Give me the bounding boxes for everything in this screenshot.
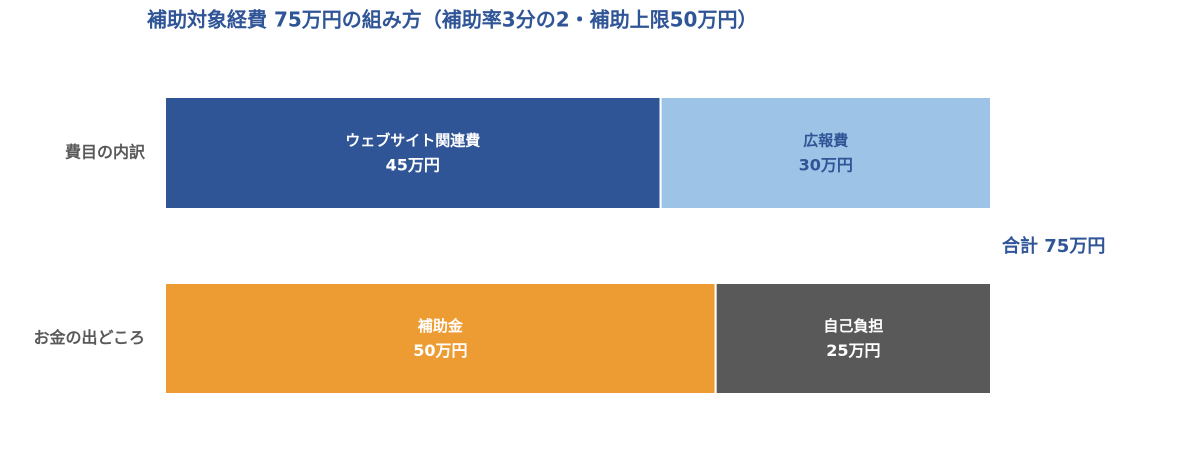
bar-segment [659,96,992,210]
segment-name: 広報費 [803,132,848,150]
segment-name: ウェブサイト関連費 [345,132,480,150]
bar-segment [714,282,993,395]
segment-name: 自己負担 [823,317,883,335]
category-label: お金の出どころ [33,328,145,347]
chart-title: 補助対象経費 75万円の組み方（補助率3分の2・補助上限50万円） [146,8,757,32]
bar-segment [164,96,662,210]
value-label: 30万円 [799,156,853,175]
value-label: 45万円 [386,156,440,175]
value-label: 50万円 [413,341,467,360]
value-label: 25万円 [826,341,880,360]
category-label: 費目の内訳 [65,143,146,162]
annotation: 合計 75万円 [1002,235,1105,257]
bar-segment [164,282,717,395]
segment-name: 補助金 [417,317,464,335]
